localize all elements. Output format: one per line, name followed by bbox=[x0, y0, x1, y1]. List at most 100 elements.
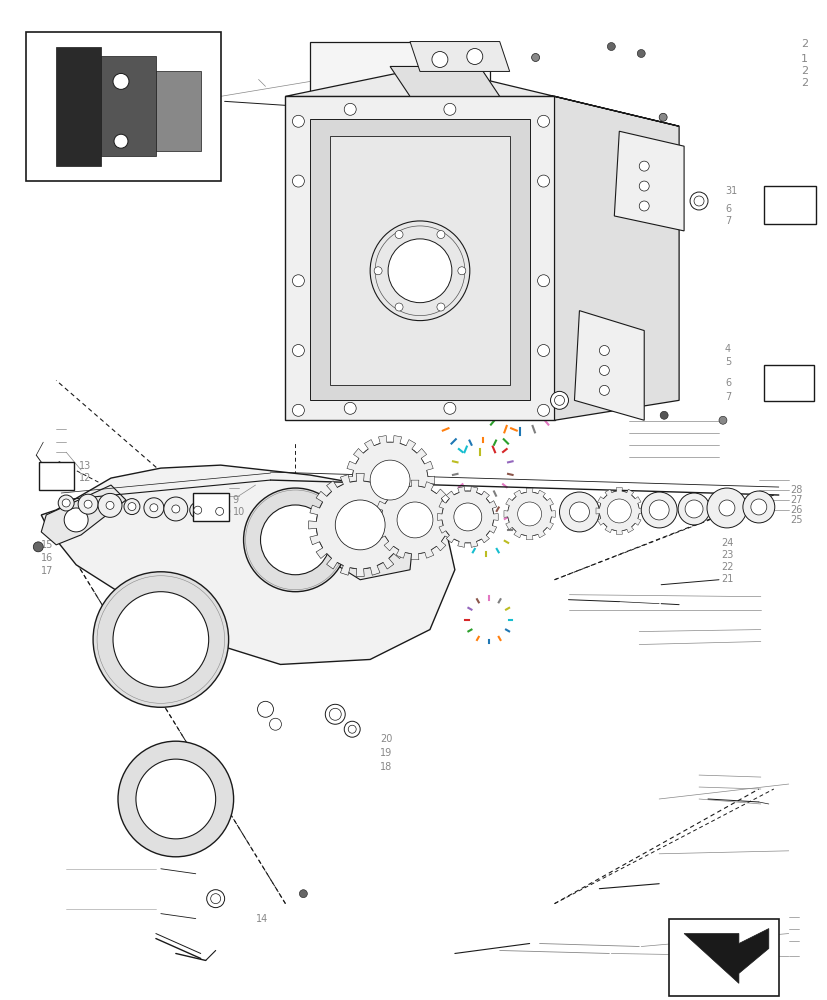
Circle shape bbox=[559, 492, 599, 532]
Circle shape bbox=[261, 505, 330, 575]
Circle shape bbox=[114, 134, 128, 148]
Circle shape bbox=[124, 499, 140, 515]
Circle shape bbox=[344, 402, 356, 414]
Circle shape bbox=[112, 592, 208, 687]
Circle shape bbox=[537, 115, 549, 127]
Circle shape bbox=[106, 501, 114, 509]
Circle shape bbox=[164, 497, 188, 521]
Text: 28: 28 bbox=[790, 485, 802, 495]
Text: 31: 31 bbox=[724, 186, 736, 196]
Polygon shape bbox=[614, 131, 683, 231]
Circle shape bbox=[370, 460, 409, 500]
Polygon shape bbox=[308, 473, 411, 577]
Circle shape bbox=[443, 103, 456, 115]
Circle shape bbox=[292, 404, 304, 416]
Polygon shape bbox=[554, 96, 678, 420]
Text: 25: 25 bbox=[790, 515, 802, 525]
Bar bbox=[762, 365, 813, 401]
Text: 27: 27 bbox=[790, 495, 802, 505]
Circle shape bbox=[394, 303, 403, 311]
Circle shape bbox=[718, 500, 734, 516]
Circle shape bbox=[693, 196, 703, 206]
Circle shape bbox=[136, 759, 215, 839]
Circle shape bbox=[370, 221, 469, 321]
Circle shape bbox=[599, 346, 609, 355]
Circle shape bbox=[257, 701, 273, 717]
Circle shape bbox=[689, 192, 707, 210]
Text: 11: 11 bbox=[41, 471, 54, 481]
Circle shape bbox=[517, 502, 541, 526]
Circle shape bbox=[599, 365, 609, 375]
Circle shape bbox=[397, 502, 433, 538]
Circle shape bbox=[394, 231, 403, 239]
Circle shape bbox=[93, 572, 228, 707]
Polygon shape bbox=[310, 119, 529, 400]
Circle shape bbox=[210, 894, 220, 904]
Circle shape bbox=[599, 491, 638, 531]
Circle shape bbox=[466, 49, 482, 64]
Circle shape bbox=[335, 500, 385, 550]
Circle shape bbox=[172, 505, 179, 513]
Circle shape bbox=[374, 267, 381, 275]
Circle shape bbox=[84, 500, 92, 508]
Circle shape bbox=[207, 890, 224, 908]
Circle shape bbox=[638, 161, 648, 171]
Text: 20: 20 bbox=[380, 734, 392, 744]
Circle shape bbox=[432, 52, 447, 67]
Text: 12: 12 bbox=[79, 473, 92, 483]
Polygon shape bbox=[390, 66, 500, 96]
Polygon shape bbox=[409, 42, 509, 71]
Polygon shape bbox=[56, 47, 101, 166]
Circle shape bbox=[292, 345, 304, 356]
Bar bbox=[39, 462, 74, 490]
Text: 3: 3 bbox=[776, 378, 783, 388]
Circle shape bbox=[118, 741, 233, 857]
Circle shape bbox=[437, 303, 444, 311]
Circle shape bbox=[78, 494, 98, 514]
Text: 7: 7 bbox=[724, 392, 730, 402]
Circle shape bbox=[750, 499, 766, 515]
Circle shape bbox=[550, 391, 568, 409]
Circle shape bbox=[215, 507, 223, 515]
Circle shape bbox=[537, 404, 549, 416]
Polygon shape bbox=[101, 56, 155, 156]
Circle shape bbox=[569, 502, 589, 522]
Circle shape bbox=[537, 345, 549, 356]
Text: 26: 26 bbox=[790, 505, 802, 515]
Text: 21: 21 bbox=[720, 574, 733, 584]
Circle shape bbox=[648, 500, 668, 520]
Text: 19: 19 bbox=[380, 748, 392, 758]
Text: 23: 23 bbox=[720, 550, 733, 560]
Circle shape bbox=[659, 411, 667, 419]
Polygon shape bbox=[320, 498, 414, 580]
Text: 14: 14 bbox=[256, 914, 267, 924]
Circle shape bbox=[554, 395, 564, 405]
Circle shape bbox=[299, 890, 307, 898]
Text: 29: 29 bbox=[376, 457, 389, 467]
Polygon shape bbox=[595, 488, 642, 534]
Circle shape bbox=[58, 495, 74, 511]
Circle shape bbox=[150, 504, 158, 512]
Polygon shape bbox=[41, 485, 126, 545]
Circle shape bbox=[607, 43, 614, 51]
Circle shape bbox=[269, 718, 281, 730]
Circle shape bbox=[638, 181, 648, 191]
Text: 13: 13 bbox=[79, 461, 91, 471]
Circle shape bbox=[507, 492, 551, 536]
Circle shape bbox=[344, 103, 356, 115]
Bar bbox=[26, 32, 220, 181]
Circle shape bbox=[329, 708, 341, 720]
Text: 18: 18 bbox=[380, 762, 392, 772]
Polygon shape bbox=[375, 480, 454, 560]
Circle shape bbox=[65, 508, 88, 532]
Bar bbox=[193, 493, 228, 521]
Text: 7: 7 bbox=[724, 216, 730, 226]
Circle shape bbox=[442, 491, 493, 543]
Text: 15: 15 bbox=[41, 540, 54, 550]
Circle shape bbox=[607, 499, 630, 523]
Text: 8: 8 bbox=[194, 502, 201, 512]
Text: 6: 6 bbox=[724, 378, 730, 388]
Circle shape bbox=[638, 201, 648, 211]
Text: 10: 10 bbox=[232, 507, 245, 517]
Text: 2: 2 bbox=[800, 39, 807, 49]
